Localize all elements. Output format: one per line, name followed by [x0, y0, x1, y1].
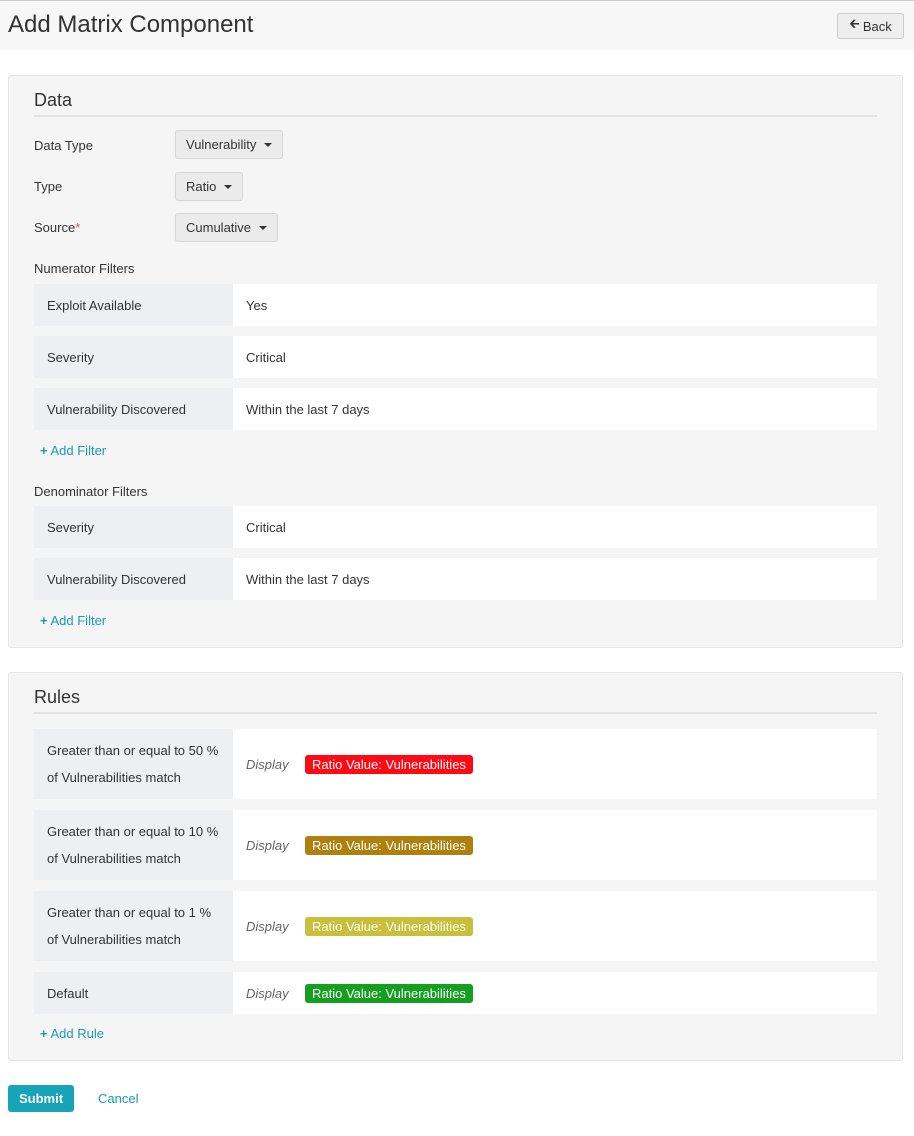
plus-icon: + — [40, 613, 48, 628]
back-button[interactable]: 🡰 Back — [837, 13, 904, 39]
type-value: Ratio — [186, 179, 217, 194]
filter-value: Critical — [246, 349, 286, 365]
add-rule-label: Add Rule — [50, 1026, 104, 1041]
filter-name: Vulnerability Discovered — [34, 558, 233, 600]
data-type-label: Data Type — [34, 138, 94, 153]
type-label: Type — [34, 179, 63, 194]
filter-value: Critical — [246, 519, 286, 535]
rules-panel: Rules Greater than or equal to 50 % of V… — [8, 672, 903, 1061]
data-type-value: Vulnerability — [186, 137, 257, 152]
filter-name: Severity — [34, 336, 233, 378]
display-label: Display — [246, 837, 289, 853]
rule-condition: Greater than or equal to 50 % of Vulnera… — [34, 729, 233, 799]
plus-icon: + — [40, 1026, 48, 1041]
add-filter-label: Add Filter — [50, 443, 107, 458]
source-value: Cumulative — [186, 220, 252, 235]
source-label: Source* — [34, 220, 80, 235]
caret-down-icon — [224, 184, 233, 189]
numerator-filters-label: Numerator Filters — [34, 261, 135, 276]
rule-badge: Ratio Value: Vulnerabilities — [305, 983, 473, 1003]
rule-condition: Default — [34, 972, 233, 1014]
filter-row[interactable]: Exploit Available Yes — [34, 284, 877, 326]
add-numerator-filter-link[interactable]: + Add Filter — [40, 443, 106, 458]
required-marker: * — [75, 220, 81, 235]
source-dropdown[interactable]: Cumulative — [175, 213, 279, 242]
filter-row[interactable]: Vulnerability Discovered Within the last … — [34, 558, 877, 600]
filter-name: Severity — [34, 506, 233, 548]
rule-condition: Greater than or equal to 1 % of Vulnerab… — [34, 891, 233, 961]
filter-row[interactable]: Severity Critical — [34, 336, 877, 378]
data-heading: Data — [34, 90, 877, 117]
display-label: Display — [246, 985, 289, 1001]
back-label: Back — [862, 18, 892, 34]
source-label-text: Source — [34, 220, 76, 235]
page-header: Add Matrix Component 🡰 Back — [0, 0, 914, 50]
rule-condition: Greater than or equal to 10 % of Vulnera… — [34, 810, 233, 880]
cancel-link[interactable]: Cancel — [98, 1091, 139, 1106]
add-filter-label: Add Filter — [50, 613, 107, 628]
filter-row[interactable]: Vulnerability Discovered Within the last … — [34, 388, 877, 430]
filter-value: Yes — [246, 297, 268, 313]
rule-row[interactable]: Greater than or equal to 10 % of Vulnera… — [34, 810, 877, 880]
rule-badge: Ratio Value: Vulnerabilities — [305, 835, 473, 855]
submit-button[interactable]: Submit — [8, 1085, 74, 1112]
arrow-left-icon: 🡰 — [849, 16, 860, 31]
caret-down-icon — [264, 142, 273, 147]
rule-badge: Ratio Value: Vulnerabilities — [305, 916, 473, 936]
rule-row[interactable]: Default Display Ratio Value: Vulnerabiliti… — [34, 972, 877, 1014]
filter-name: Vulnerability Discovered — [34, 388, 233, 430]
filter-value: Within the last 7 days — [246, 401, 370, 417]
denominator-filters-label: Denominator Filters — [34, 484, 148, 499]
rules-heading: Rules — [34, 687, 877, 714]
data-type-dropdown[interactable]: Vulnerability — [175, 130, 284, 159]
display-label: Display — [246, 918, 289, 934]
page-title: Add Matrix Component — [8, 11, 254, 38]
filter-value: Within the last 7 days — [246, 571, 370, 587]
caret-down-icon — [259, 225, 268, 230]
rule-row[interactable]: Greater than or equal to 50 % of Vulnera… — [34, 729, 877, 799]
add-rule-link[interactable]: + Add Rule — [40, 1026, 104, 1041]
add-denominator-filter-link[interactable]: + Add Filter — [40, 613, 106, 628]
rule-badge: Ratio Value: Vulnerabilities — [305, 754, 473, 774]
type-dropdown[interactable]: Ratio — [175, 172, 244, 201]
data-panel: Data Data Type Vulnerability Type Ratio … — [8, 75, 903, 648]
filter-row[interactable]: Severity Critical — [34, 506, 877, 548]
display-label: Display — [246, 756, 289, 772]
plus-icon: + — [40, 443, 48, 458]
rule-row[interactable]: Greater than or equal to 1 % of Vulnerab… — [34, 891, 877, 961]
filter-name: Exploit Available — [34, 284, 233, 326]
